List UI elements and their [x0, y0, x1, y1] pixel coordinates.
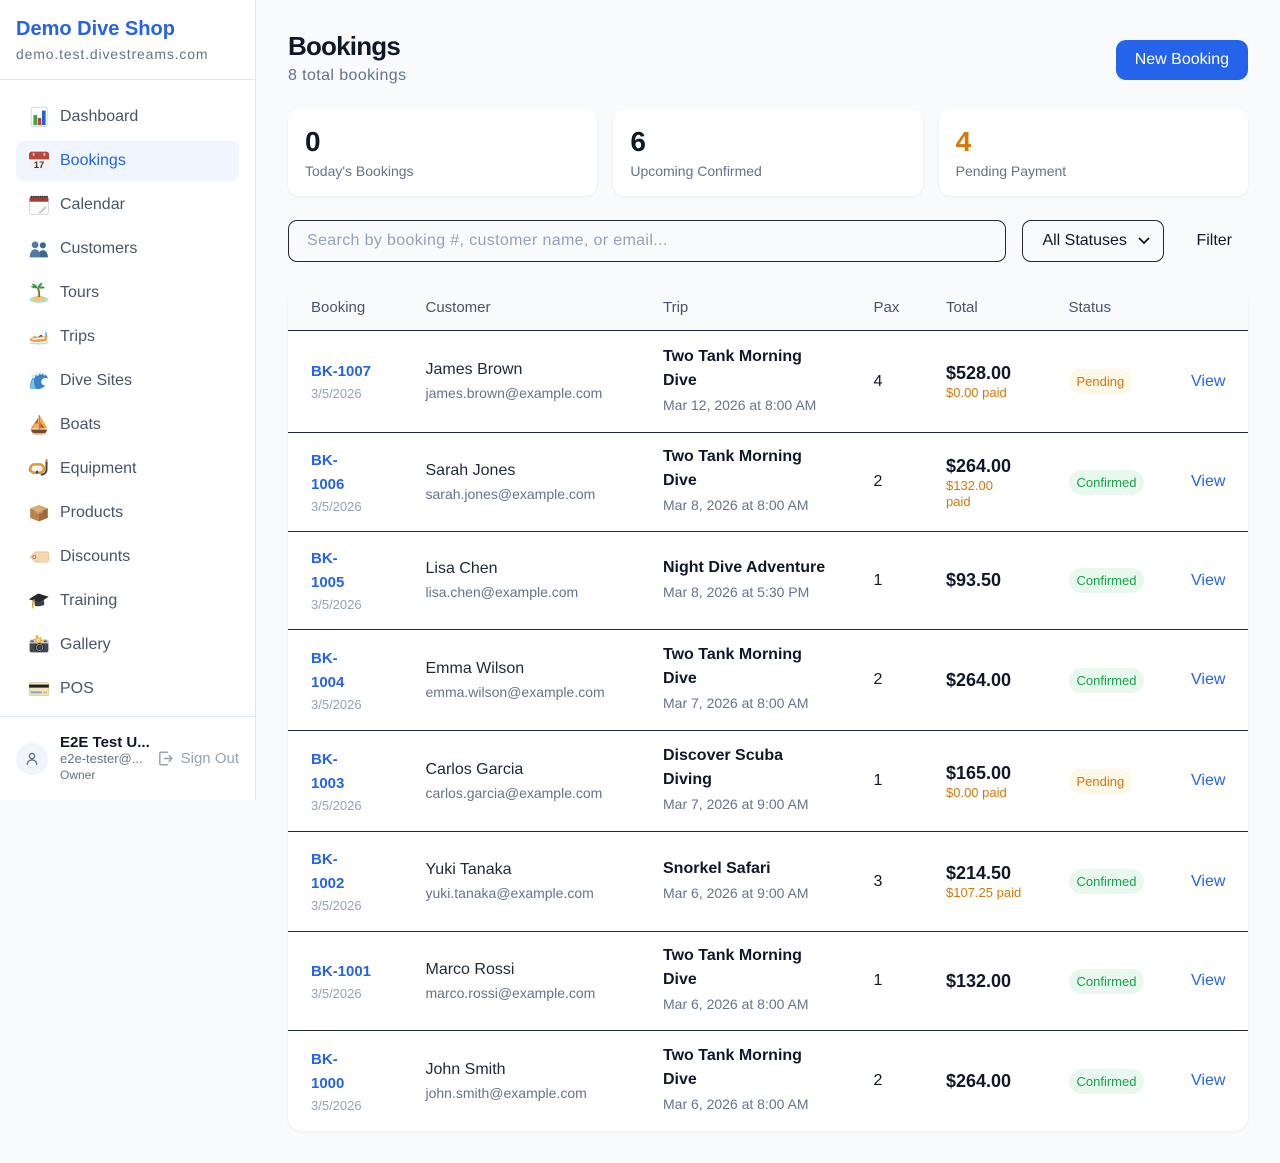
svg-text:17: 17	[34, 160, 45, 171]
